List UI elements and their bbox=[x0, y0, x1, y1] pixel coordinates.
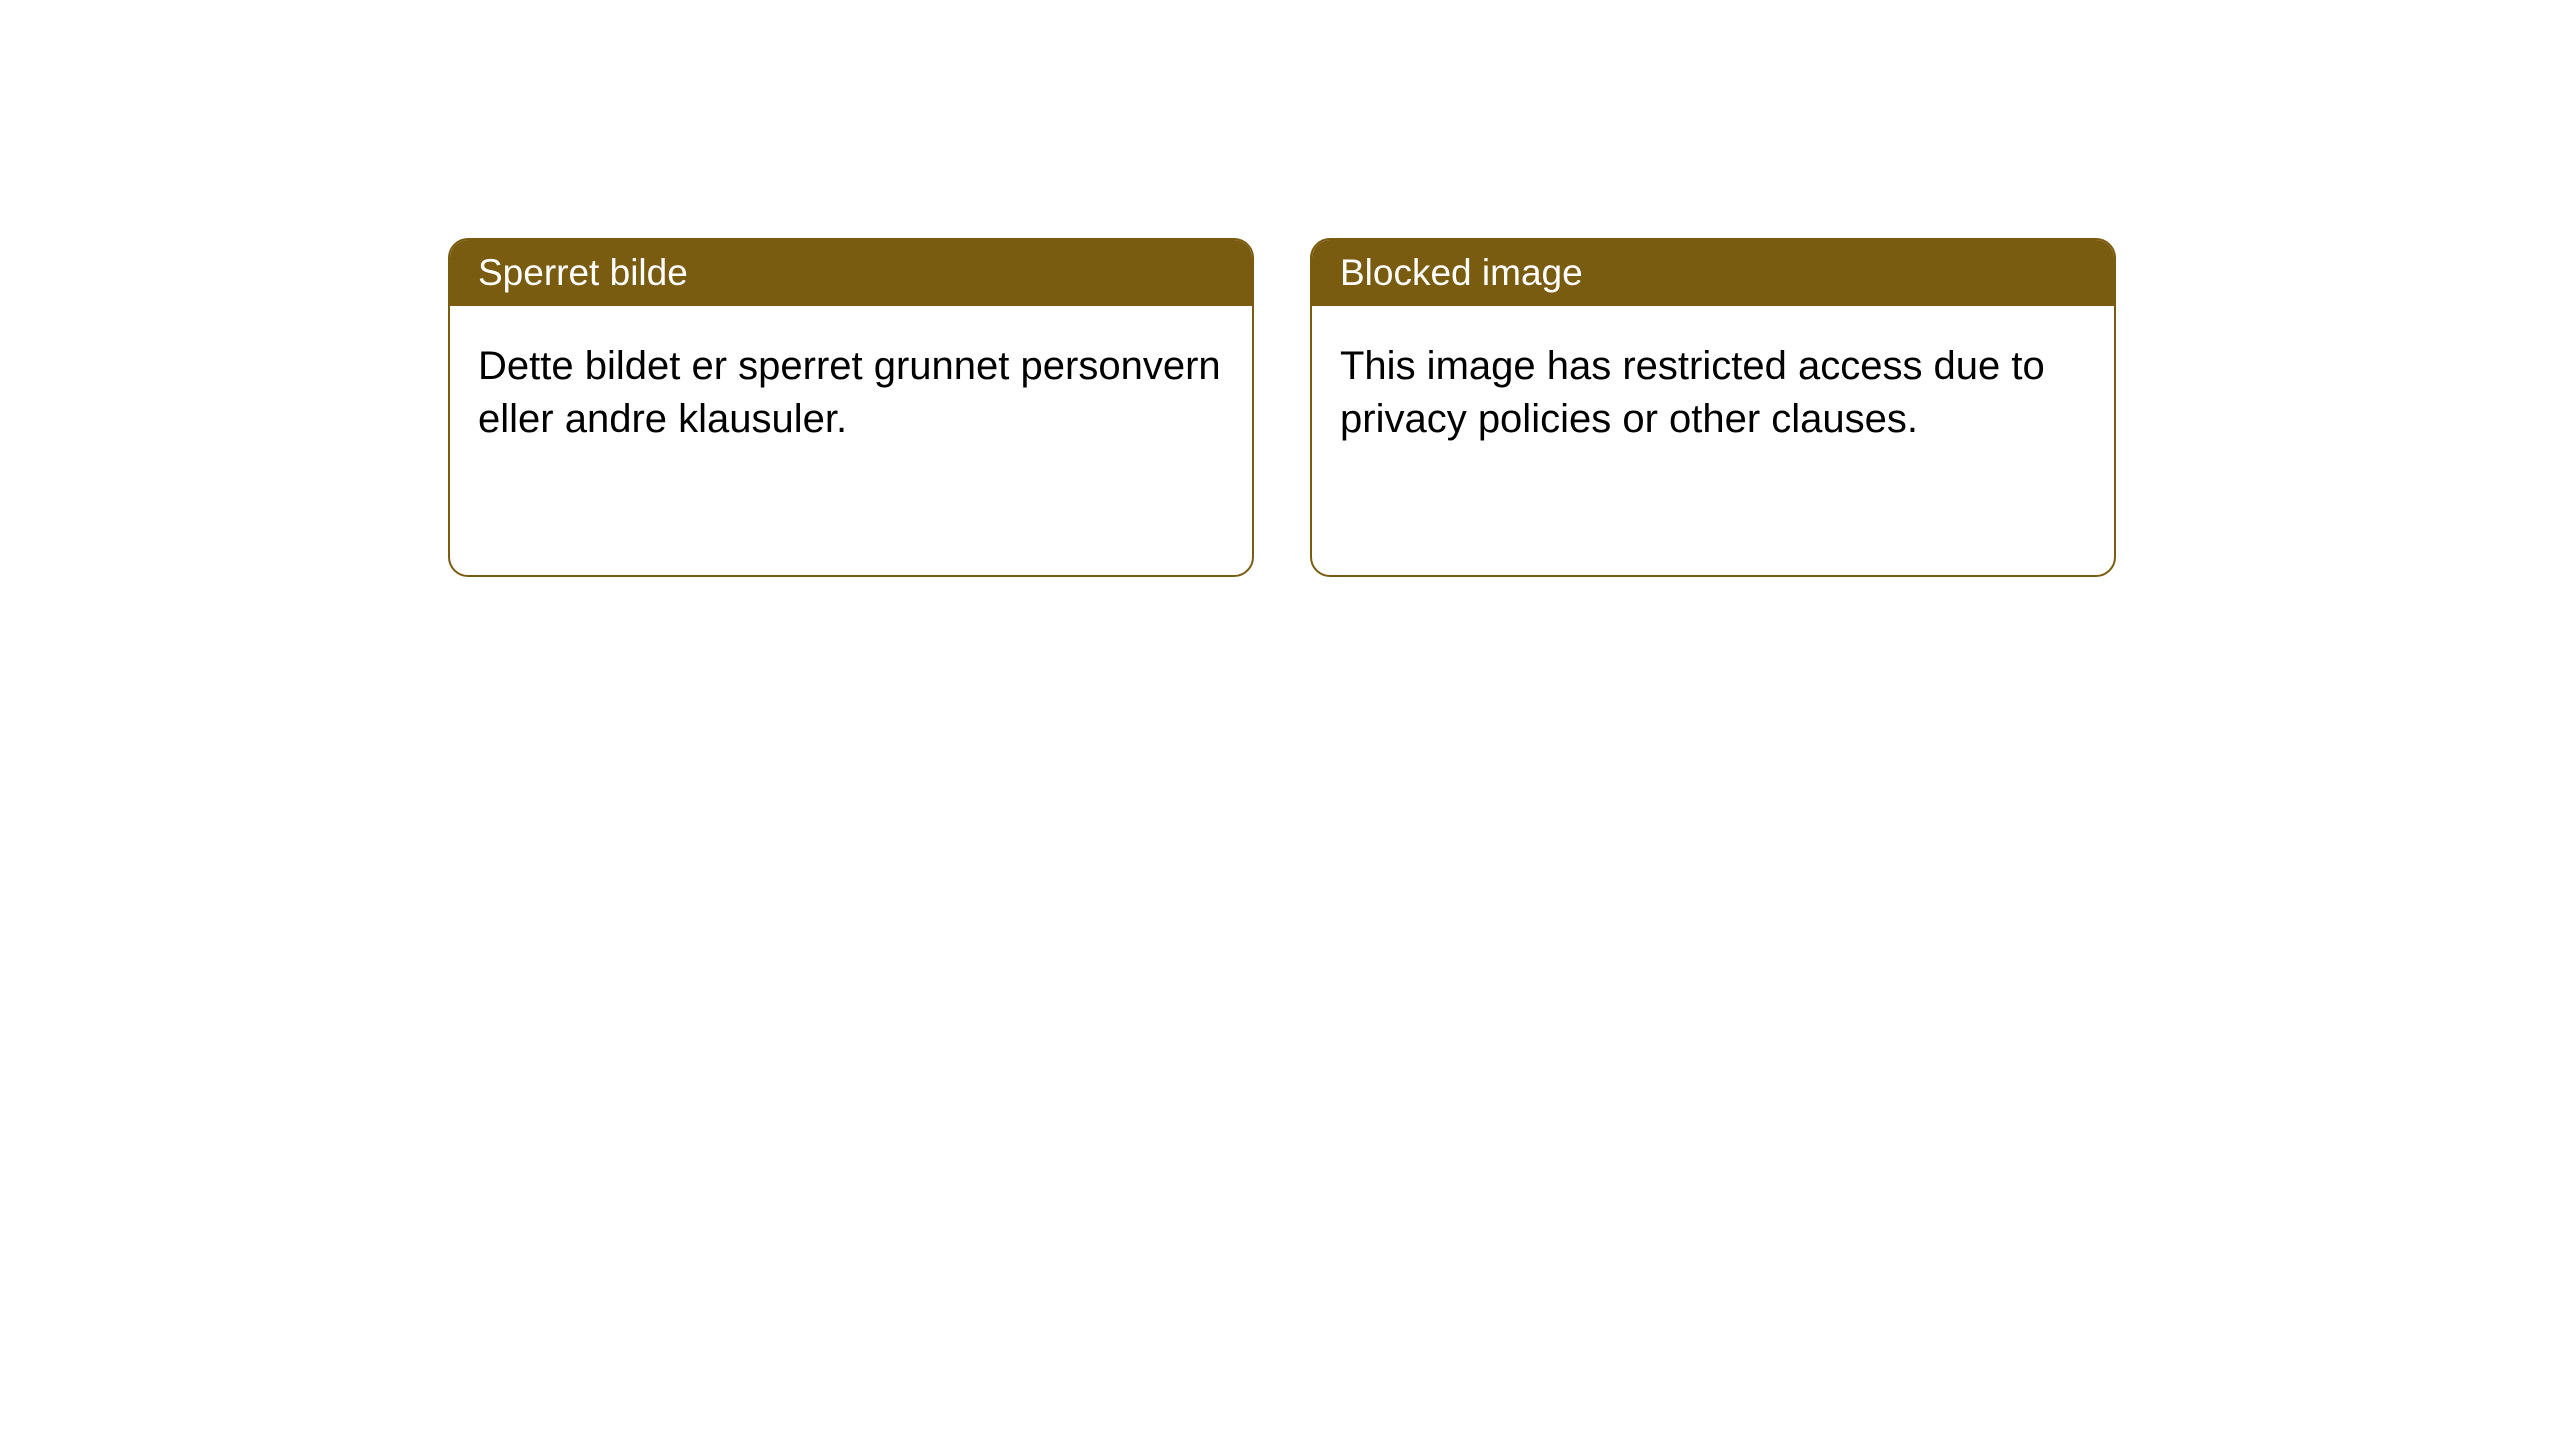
card-title: Blocked image bbox=[1340, 252, 1583, 293]
card-header: Sperret bilde bbox=[450, 240, 1252, 306]
card-header: Blocked image bbox=[1312, 240, 2114, 306]
card-body: Dette bildet er sperret grunnet personve… bbox=[450, 306, 1252, 480]
card-body: This image has restricted access due to … bbox=[1312, 306, 2114, 480]
card-title: Sperret bilde bbox=[478, 252, 688, 293]
notice-card-english: Blocked image This image has restricted … bbox=[1310, 238, 2116, 577]
card-body-text: Dette bildet er sperret grunnet personve… bbox=[478, 344, 1221, 441]
notice-card-norwegian: Sperret bilde Dette bildet er sperret gr… bbox=[448, 238, 1254, 577]
card-body-text: This image has restricted access due to … bbox=[1340, 344, 2045, 441]
notice-container: Sperret bilde Dette bildet er sperret gr… bbox=[448, 238, 2116, 577]
